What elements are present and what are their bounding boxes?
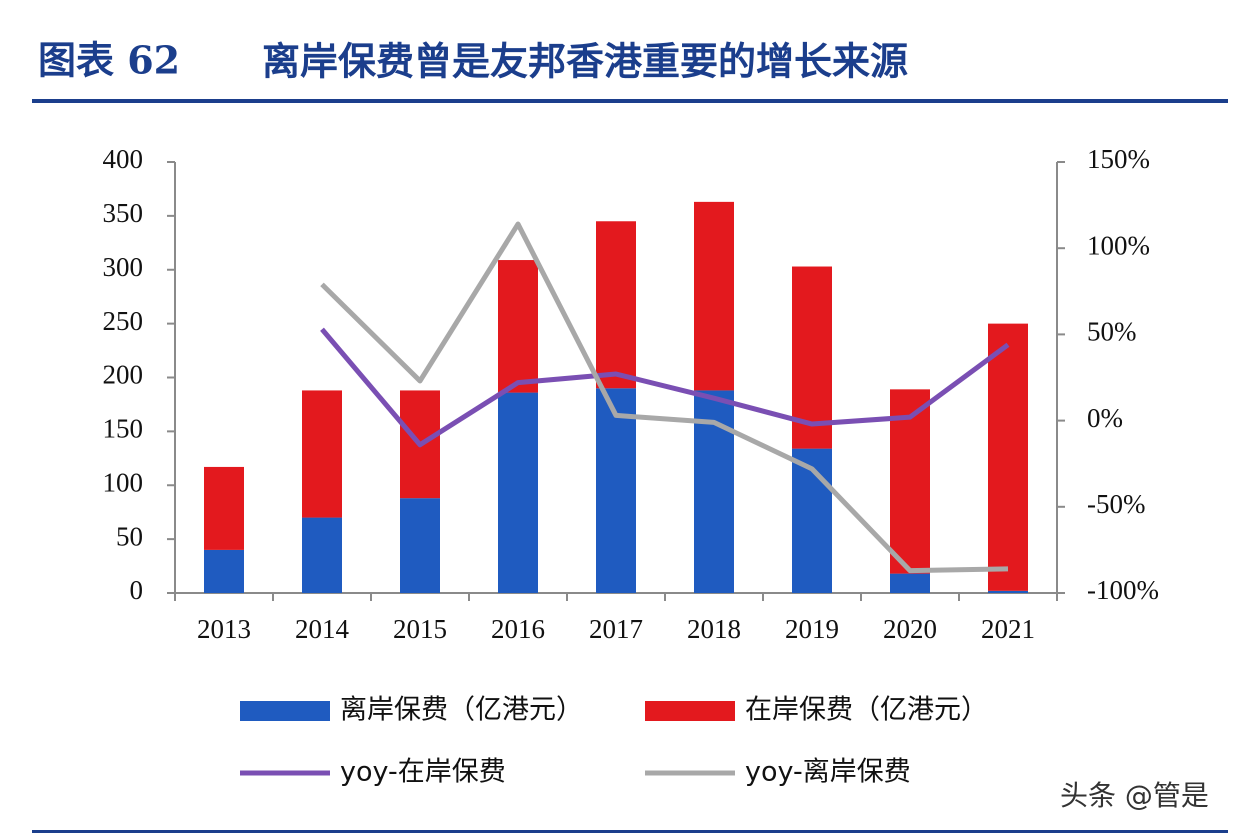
- x-tick-label: 2017: [589, 614, 643, 644]
- bar: [204, 466, 244, 550]
- y2-tick-label: -100%: [1087, 575, 1159, 605]
- bar: [498, 260, 538, 393]
- line: [320, 221, 1009, 574]
- x-tick-label: 2015: [393, 614, 447, 644]
- y-tick-label: 0: [130, 575, 144, 605]
- bar: [596, 388, 636, 593]
- y2-tick-label: 150%: [1087, 144, 1150, 174]
- bar: [302, 390, 342, 518]
- bar: [890, 573, 930, 593]
- bar: [400, 498, 440, 593]
- legend-label: yoy-离岸保费: [745, 757, 911, 788]
- legend-label: yoy-在岸保费: [340, 757, 506, 788]
- bar: [988, 323, 1028, 591]
- chart-label: 图表 62: [38, 38, 180, 83]
- y2-tick-label: 50%: [1087, 317, 1137, 347]
- y-tick-label: 350: [103, 198, 144, 228]
- x-tick-label: 2019: [785, 614, 839, 644]
- bar: [792, 448, 832, 593]
- y-tick-label: 100: [103, 467, 144, 497]
- legend-swatch: [240, 701, 330, 721]
- watermark: 头条 @管是: [1060, 779, 1209, 812]
- bar: [694, 201, 734, 391]
- x-tick-label: 2021: [981, 614, 1035, 644]
- y2-tick-label: 100%: [1087, 230, 1150, 260]
- title-rule: [32, 99, 1228, 103]
- bar: [204, 549, 244, 593]
- chart-title: 离岸保费曾是友邦香港重要的增长来源: [262, 40, 908, 84]
- legend-swatch: [645, 701, 735, 721]
- bottom-rule: [32, 830, 1228, 833]
- x-tick-label: 2013: [197, 614, 251, 644]
- y-tick-label: 50: [116, 521, 143, 551]
- line: [320, 327, 1010, 448]
- y-tick-label: 200: [103, 360, 144, 390]
- legend-label: 在岸保费（亿港元）: [745, 695, 988, 726]
- bar: [988, 590, 1028, 593]
- x-tick-label: 2020: [883, 614, 937, 644]
- x-tick-label: 2016: [491, 614, 545, 644]
- y2-tick-label: -50%: [1087, 489, 1145, 519]
- x-tick-label: 2018: [687, 614, 741, 644]
- legend-label: 离岸保费（亿港元）: [340, 695, 583, 726]
- x-tick-label: 2014: [295, 614, 350, 644]
- y-tick-label: 400: [103, 144, 144, 174]
- bar: [498, 392, 538, 593]
- y-tick-label: 250: [103, 306, 144, 336]
- bar: [596, 221, 636, 389]
- y-tick-label: 150: [103, 414, 144, 444]
- bar: [302, 517, 342, 593]
- y2-tick-label: 0%: [1087, 403, 1123, 433]
- y-tick-label: 300: [103, 252, 144, 282]
